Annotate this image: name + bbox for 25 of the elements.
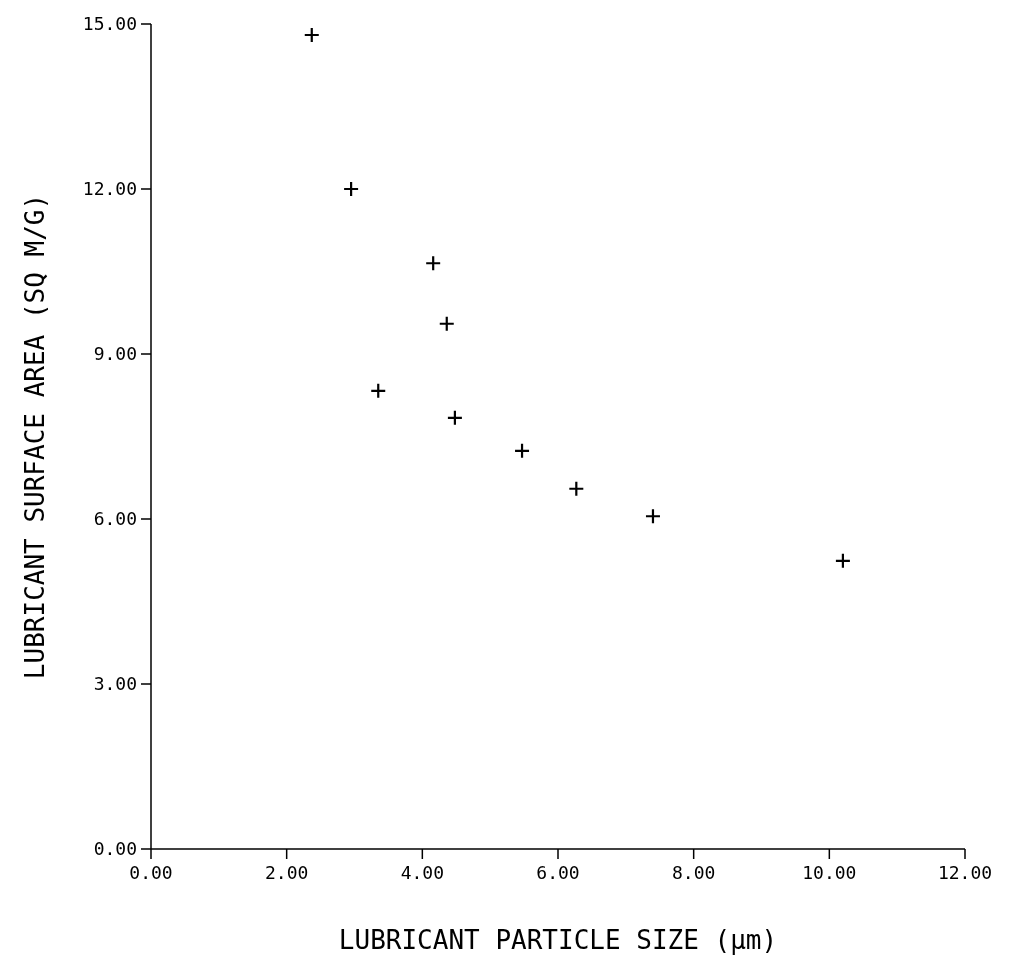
y-tick-label: 0.00 xyxy=(93,838,137,860)
point xyxy=(446,409,463,426)
point xyxy=(513,442,531,459)
y-axis-title: LUBRICANT SURFACE AREA (SQ M/G) xyxy=(20,193,50,680)
y-tick-label: 3.00 xyxy=(93,673,137,695)
x-tick-label: 12.00 xyxy=(937,862,993,883)
x-tick-label: 4.00 xyxy=(400,862,445,883)
x-axis-title: LUBRICANT PARTICLE SIZE (μm) xyxy=(338,925,778,955)
y-tick-label: 9.00 xyxy=(93,343,137,365)
point xyxy=(370,382,387,399)
point xyxy=(343,180,360,198)
x-tick-label: 0.00 xyxy=(129,862,173,883)
x-tick-label: 8.00 xyxy=(671,862,716,883)
point xyxy=(303,26,320,44)
point xyxy=(644,508,662,525)
x-tick-label: 6.00 xyxy=(536,862,580,883)
x-tick-label: 10.00 xyxy=(802,862,857,883)
point xyxy=(834,552,851,569)
x-tick-label: 2.00 xyxy=(264,862,309,883)
point xyxy=(438,315,455,332)
y-tick-label: 6.00 xyxy=(93,508,137,530)
point xyxy=(425,255,442,272)
point xyxy=(568,480,585,497)
y-tick-label: 15.00 xyxy=(82,13,137,35)
y-tick-label: 12.00 xyxy=(82,178,137,200)
